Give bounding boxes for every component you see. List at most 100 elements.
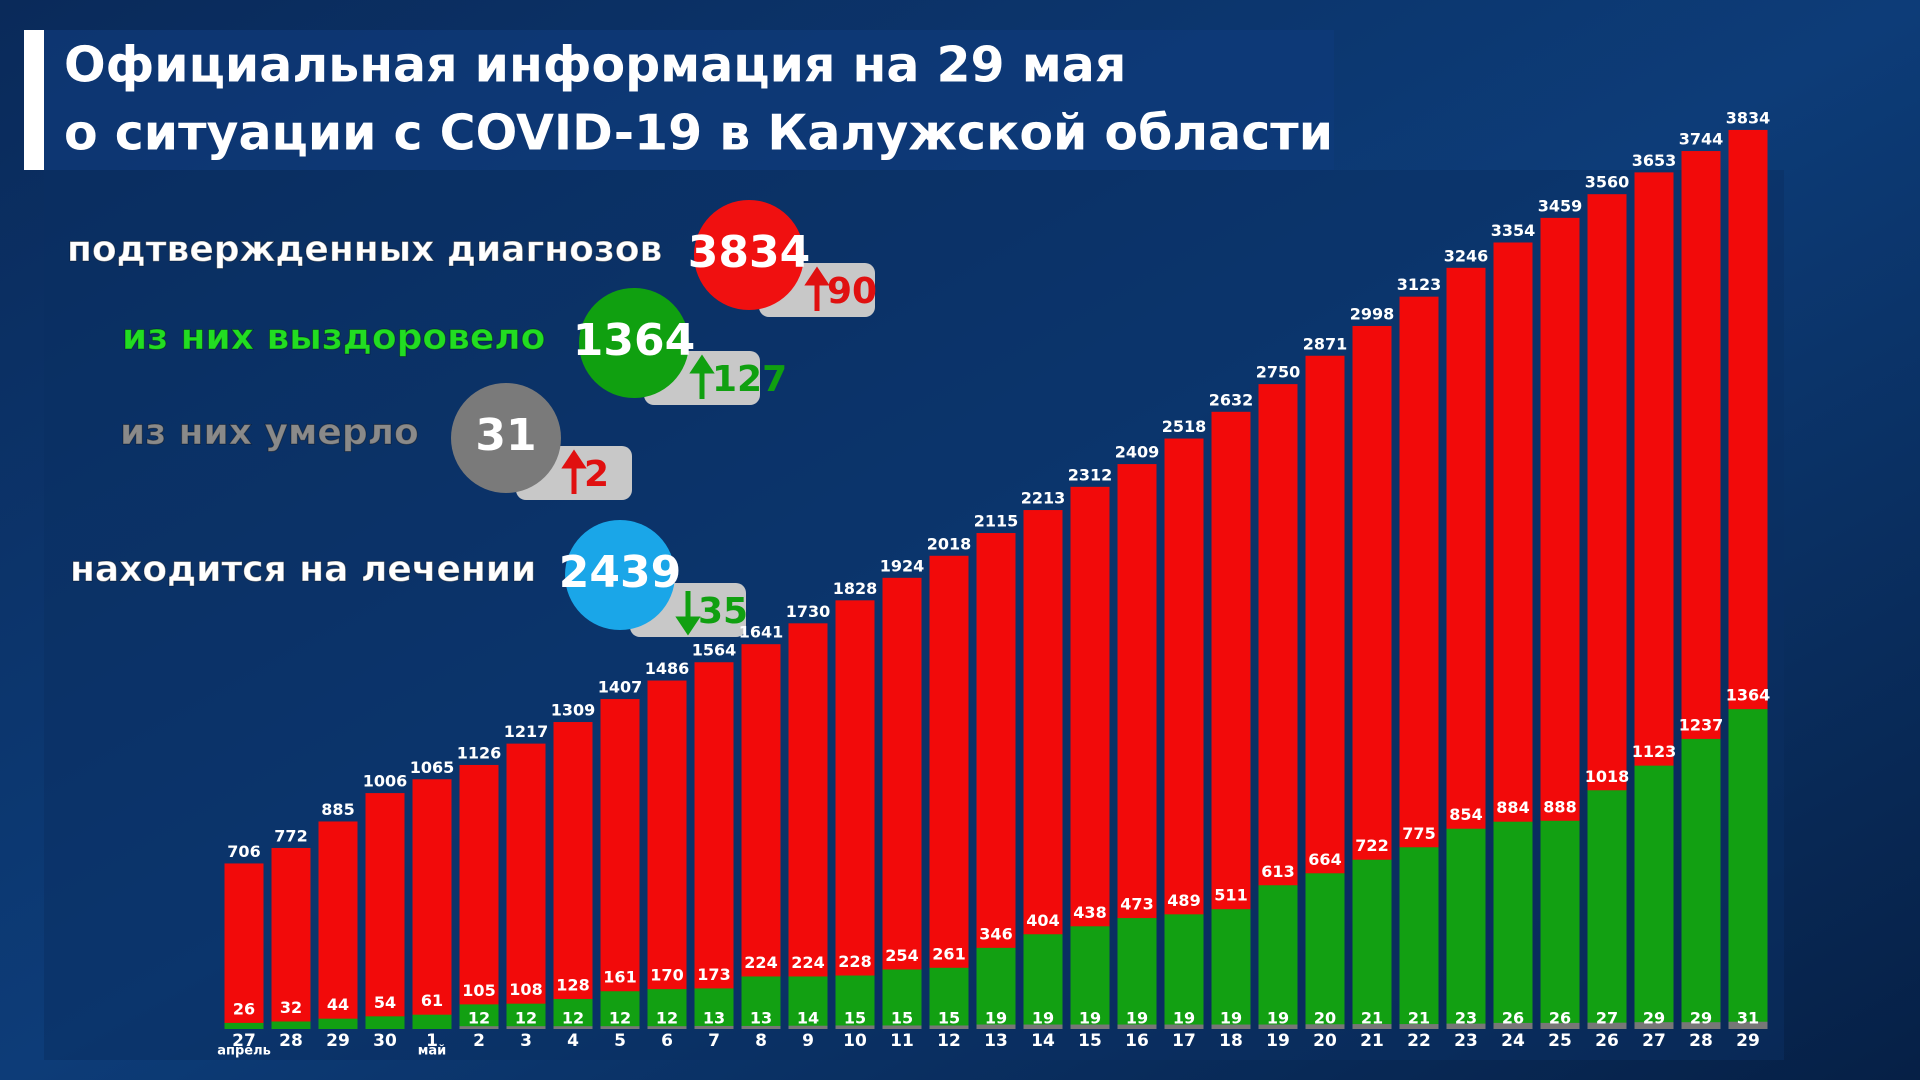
summary-label: находится на лечении [70, 549, 536, 590]
bar [600, 1026, 640, 1029]
summary-circle [451, 383, 561, 493]
data-label: 613 [1261, 862, 1294, 881]
x-tick-label: 20 [1313, 1031, 1337, 1051]
data-label: 2115 [974, 512, 1019, 531]
data-label: 1018 [1585, 767, 1630, 786]
bar [929, 555, 969, 1029]
summary-value: 1364 [573, 315, 695, 366]
data-label: 108 [509, 980, 542, 999]
bar [1446, 828, 1486, 1029]
change-value: 35 [698, 591, 748, 632]
data-label: 23 [1455, 1009, 1477, 1028]
bar [506, 743, 546, 1029]
bar [318, 1018, 358, 1029]
bar [788, 976, 828, 1029]
bar [694, 662, 734, 1029]
data-label: 888 [1543, 797, 1576, 816]
data-label: 1828 [833, 579, 878, 598]
data-label: 224 [791, 953, 824, 972]
data-label: 772 [274, 826, 307, 845]
data-label: 14 [797, 1009, 819, 1028]
data-label: 775 [1402, 824, 1435, 843]
data-label: 2518 [1162, 417, 1207, 436]
x-tick-label: 16 [1125, 1031, 1149, 1051]
bar [1164, 914, 1204, 1029]
x-tick-label: 1 [426, 1031, 438, 1051]
accent-bar [24, 30, 44, 170]
data-label: 32 [280, 998, 302, 1017]
title-band [44, 30, 1334, 170]
summary-circle [565, 520, 675, 630]
data-label: 1126 [457, 743, 502, 762]
x-tick-label: 29 [326, 1031, 350, 1051]
data-label: 3744 [1679, 130, 1724, 149]
x-tick-label: 23 [1454, 1031, 1478, 1051]
data-label: 3354 [1491, 221, 1536, 240]
data-label: 12 [656, 1009, 678, 1028]
x-tick-label: 9 [802, 1031, 814, 1051]
bar [741, 644, 781, 1029]
bar [1211, 1024, 1251, 1029]
data-label: 2018 [927, 534, 972, 553]
bar [882, 1025, 922, 1029]
x-tick-label: 2 [473, 1031, 485, 1051]
data-label: 2750 [1256, 363, 1301, 382]
bar [788, 1025, 828, 1029]
bar [506, 1003, 546, 1029]
x-tick-label: 26 [1595, 1031, 1619, 1051]
bar [1399, 847, 1439, 1029]
bar [976, 1024, 1016, 1029]
bar [1587, 790, 1627, 1029]
x-tick-label: 13 [984, 1031, 1008, 1051]
bar [1681, 1022, 1721, 1029]
bar [365, 1016, 405, 1029]
data-label: 19 [1126, 1009, 1148, 1028]
x-tick-label: 15 [1078, 1031, 1102, 1051]
bar [1540, 820, 1580, 1029]
bar [694, 1025, 734, 1029]
bar [224, 863, 264, 1029]
data-label: 261 [932, 944, 965, 963]
bar [459, 764, 499, 1029]
change-arrow [804, 266, 830, 311]
x-tick-label: 27 [232, 1031, 256, 1051]
summary-circle [694, 200, 804, 310]
data-label: 2632 [1209, 390, 1254, 409]
bar [1399, 1024, 1439, 1029]
bar [741, 1025, 781, 1029]
data-label: 884 [1496, 798, 1529, 817]
data-label: 854 [1449, 805, 1482, 824]
data-label: 29 [1643, 1009, 1665, 1028]
data-label: 170 [650, 966, 683, 985]
summary-value: 3834 [688, 227, 810, 278]
bar [271, 1021, 311, 1029]
data-label: 3123 [1397, 275, 1442, 294]
data-label: 346 [979, 924, 1012, 943]
data-label: 1309 [551, 701, 596, 720]
x-tick-label: 11 [890, 1031, 914, 1051]
data-label: 254 [885, 946, 918, 965]
month-label: май [418, 1044, 447, 1059]
data-label: 26 [1549, 1009, 1571, 1028]
x-tick-label: 25 [1548, 1031, 1572, 1051]
data-label: 404 [1026, 911, 1059, 930]
bar [271, 847, 311, 1029]
data-label: 2409 [1115, 443, 1160, 462]
change-arrow [689, 354, 715, 399]
data-label: 21 [1408, 1009, 1430, 1028]
bar [882, 577, 922, 1029]
bar [1023, 934, 1063, 1029]
x-tick-label: 22 [1407, 1031, 1431, 1051]
x-tick-label: 21 [1360, 1031, 1384, 1051]
data-label: 54 [374, 993, 396, 1012]
data-label: 3246 [1444, 246, 1489, 265]
data-label: 21 [1361, 1009, 1383, 1028]
bar [459, 1026, 499, 1029]
data-label: 438 [1073, 903, 1106, 922]
bar [553, 998, 593, 1029]
bar [647, 680, 687, 1029]
data-label: 44 [327, 995, 349, 1014]
data-label: 161 [603, 968, 636, 987]
